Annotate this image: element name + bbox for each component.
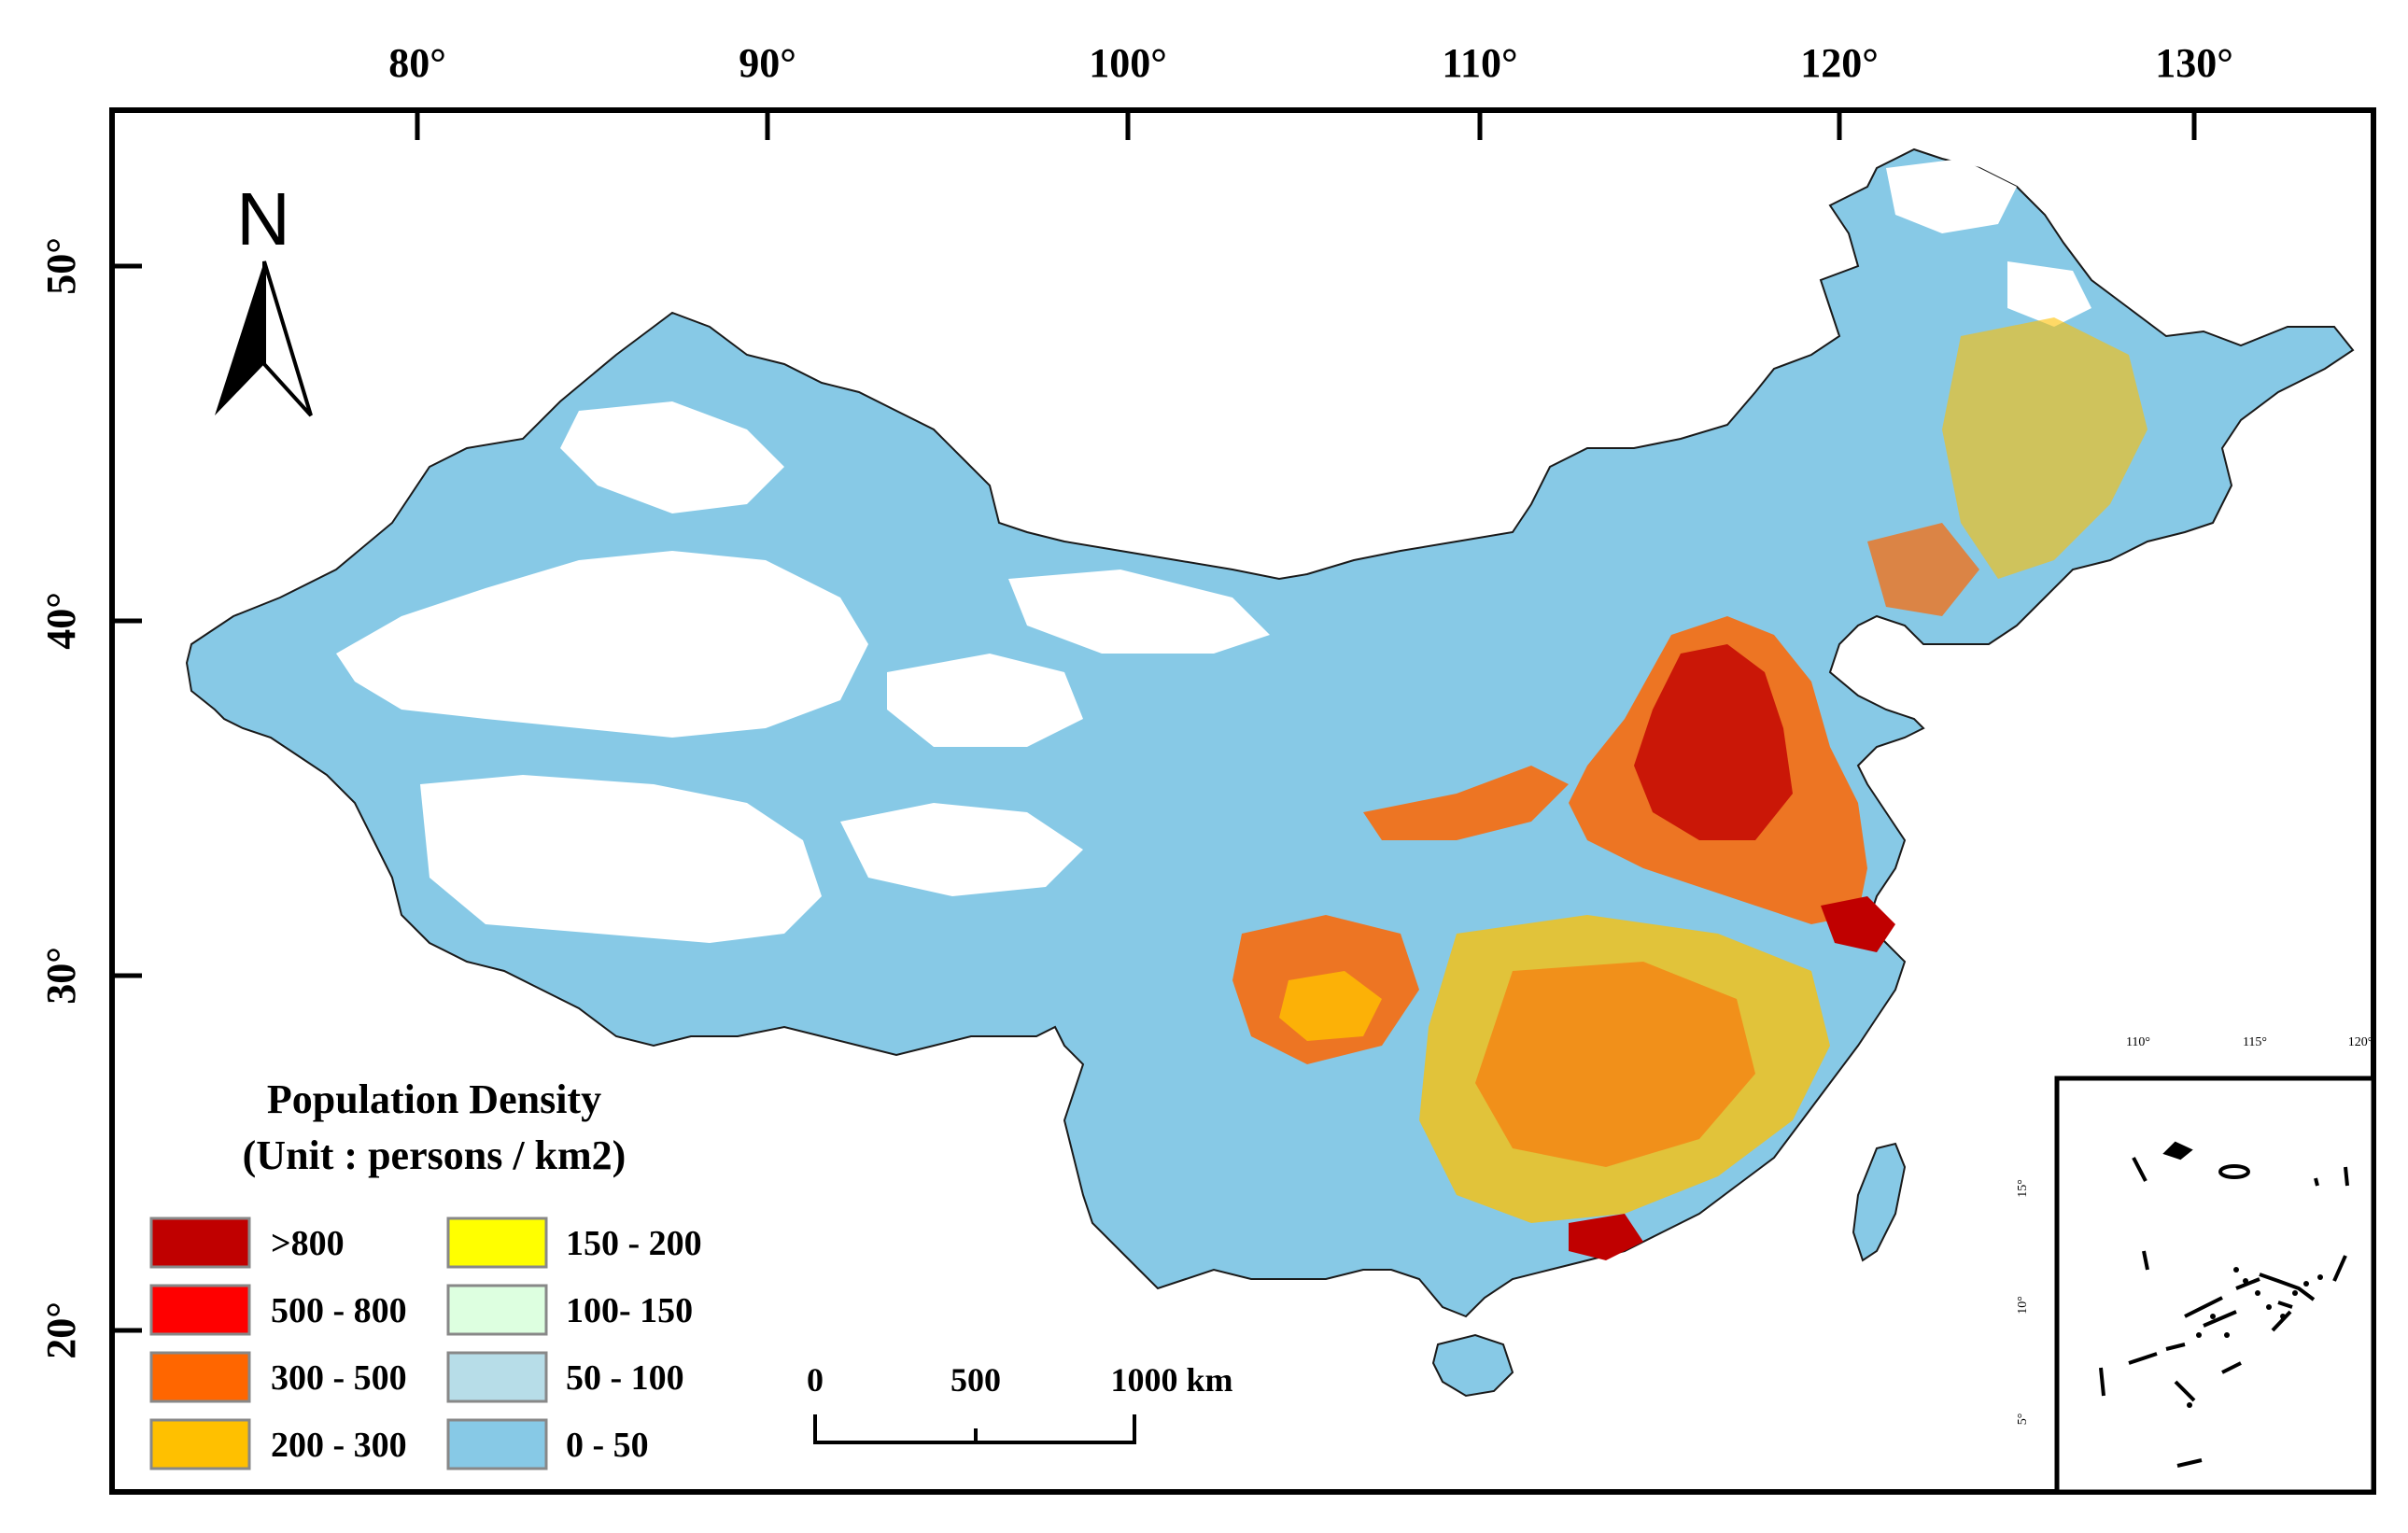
population-hotspots [1232,317,2147,1260]
inset-lat-15: 15° [2016,1179,2030,1198]
lat-tick-50: 50° [38,237,84,295]
inset-lat-10: 10° [2016,1296,2030,1315]
hotspot-central-orange [1475,962,1755,1167]
legend-label-500-800: 500 - 800 [271,1291,407,1330]
legend-label-0-50: 0 - 50 [566,1426,649,1465]
left-tick-labels: 50° 40° 30° 20° [38,237,84,1359]
legend-swatch-300-500 [149,1351,251,1403]
scale-bar-line [813,1414,1136,1444]
inset-lon-110: 110° [2126,1035,2150,1049]
north-arrow-icon [215,261,264,415]
inset-lon-115: 115° [2243,1035,2267,1049]
legend-swatch-150-200 [446,1217,548,1269]
scale-bar: 0 500 1000 km [807,1361,1233,1444]
legend-label-200-300: 200 - 300 [271,1426,407,1465]
legend-label-150-200: 150 - 200 [566,1224,702,1263]
legend-swatch-100-150 [446,1284,548,1336]
hotspot-liaoning [1867,523,1979,616]
hotspot-sichuan-core [1279,971,1382,1041]
lon-tick-100: 100° [1089,40,1167,86]
lat-tick-20: 20° [38,1301,84,1359]
scale-label-500: 500 [951,1361,1001,1399]
inset-frame [2054,1076,2376,1495]
legend-swatch-50-100 [446,1351,548,1403]
legend-swatch-500-800 [149,1284,251,1336]
hainan-island [1431,1333,1514,1398]
hotspot-northeast [1942,317,2147,579]
inset-lon-120: 120° [2348,1035,2373,1049]
legend-swatch-gt800 [149,1217,251,1269]
scale-label-1000: 1000 km [1110,1361,1232,1399]
top-tick-labels: 80° 90° 100° 110° 120° 130° [388,40,2233,86]
frame-ticks [112,110,2197,1333]
north-arrow: N [215,177,313,417]
lat-tick-40: 40° [38,592,84,650]
lon-tick-110: 110° [1442,40,1517,86]
hotspot-core-dark [1634,644,1793,840]
lat-tick-30: 30° [38,947,84,1005]
lon-tick-120: 120° [1800,40,1879,86]
hotspot-wei-valley [1363,766,1569,840]
lon-tick-80: 80° [388,40,446,86]
legend-swatch-200-300 [149,1418,251,1470]
legend: Population Density (Unit : persons / km2… [149,1076,702,1470]
scale-label-0: 0 [807,1361,824,1399]
legend-label-300-500: 300 - 500 [271,1358,407,1398]
lon-tick-90: 90° [739,40,796,86]
south-china-sea-inset: 110° 115° 120° 15° 10° 5° [2016,1035,2376,1495]
lon-tick-130: 130° [2155,40,2233,86]
legend-label-100-150: 100- 150 [566,1291,693,1330]
legend-title-line2: (Unit : persons / km2) [243,1132,627,1178]
legend-label-50-100: 50 - 100 [566,1358,684,1398]
legend-title-line1: Population Density [267,1076,601,1122]
inset-lat-5: 5° [2016,1413,2030,1426]
inset-reef-dots [2187,1267,2323,1408]
north-label: N [236,177,290,260]
legend-swatch-0-50 [446,1418,548,1470]
hotspot-pearl-river [1569,1214,1643,1260]
legend-label-gt800: >800 [271,1224,345,1263]
hotspot-yangtze-delta [1821,896,1895,952]
inset-islands [2099,1141,2349,1468]
uninhabited-areas [336,159,2091,943]
taiwan-island [1852,1142,1907,1262]
map-frame [109,107,2376,1495]
